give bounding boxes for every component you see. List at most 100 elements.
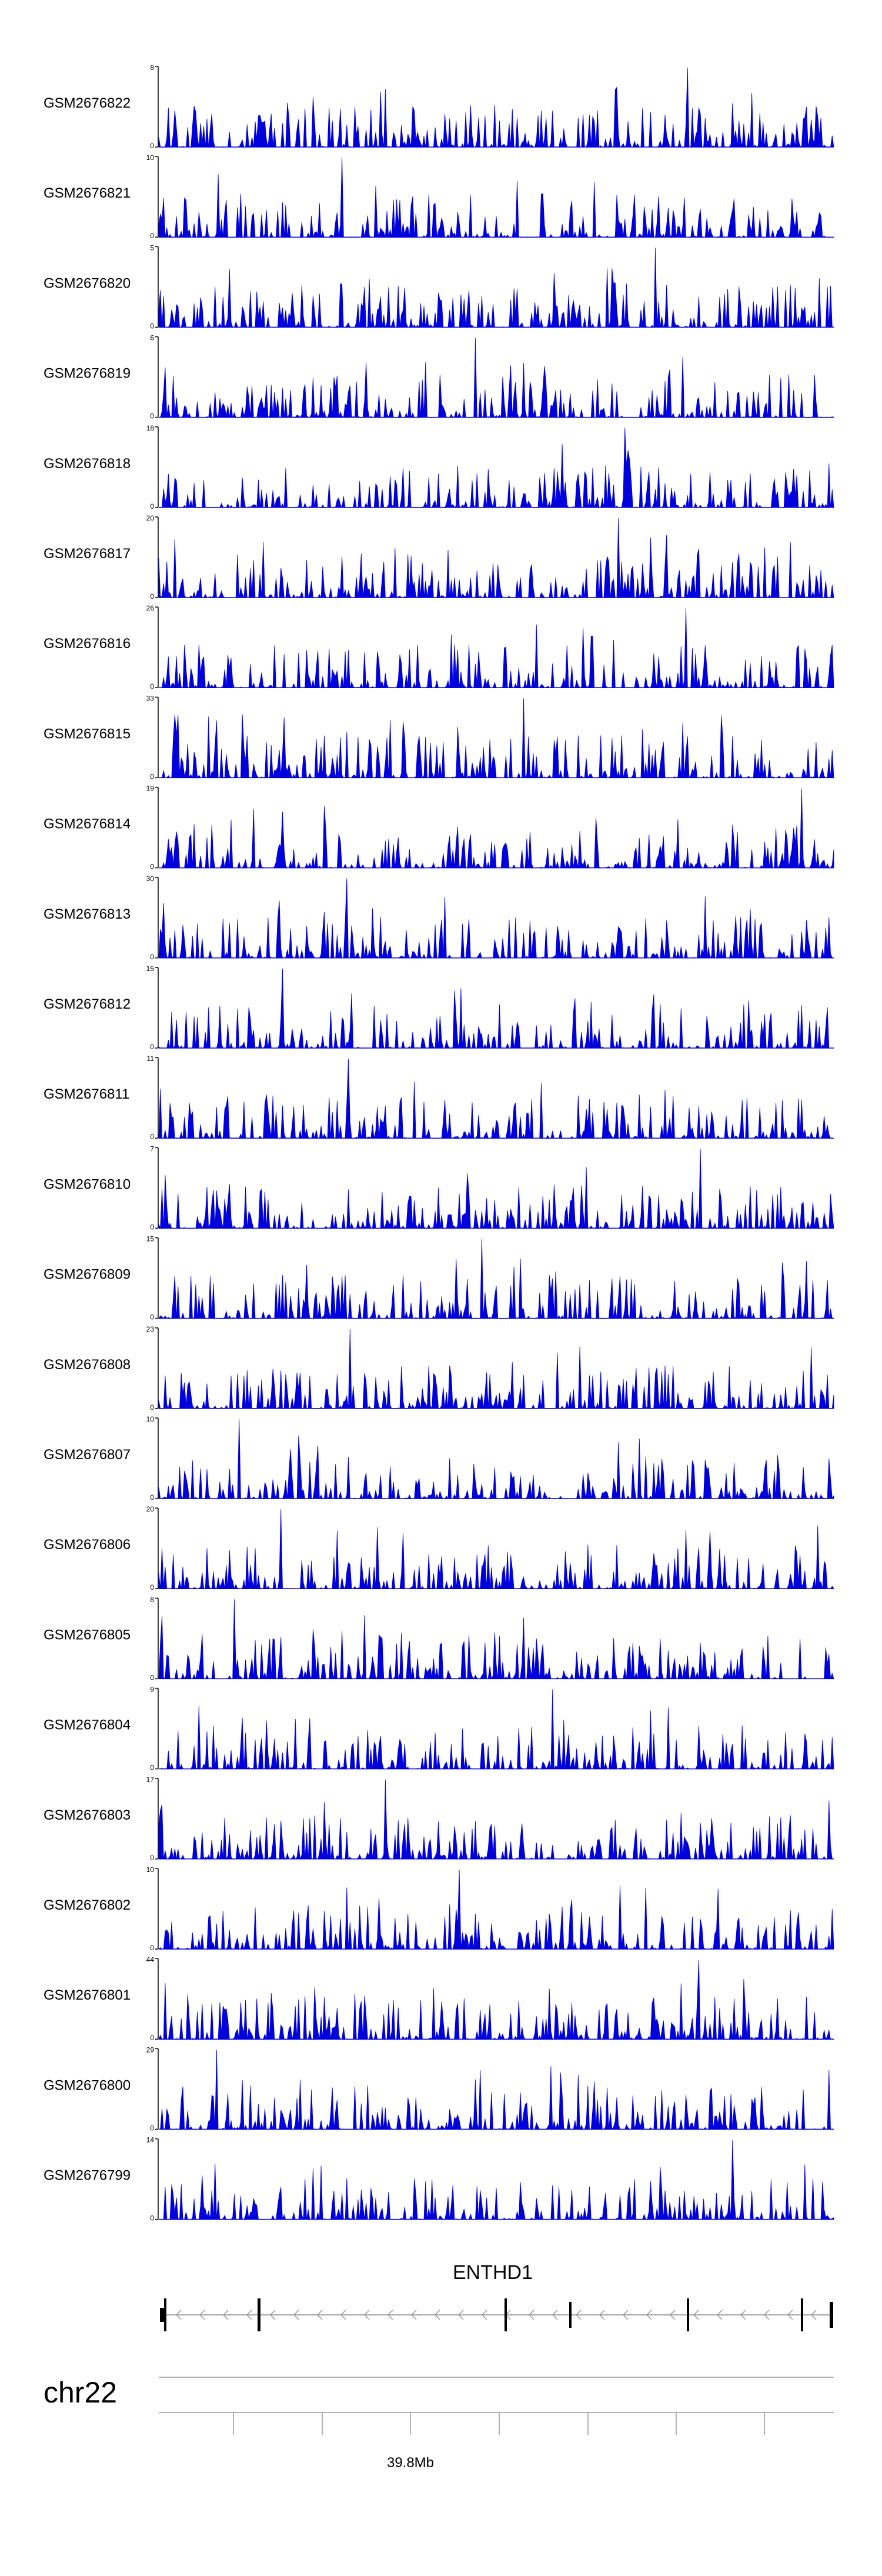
- gene-exon: [164, 2298, 166, 2331]
- y-max-label: 10: [146, 154, 155, 162]
- track-GSM2676802: GSM2676802 10 0: [44, 1866, 834, 1952]
- track-label: GSM2676815: [44, 726, 131, 742]
- coverage-area: [158, 1960, 834, 2040]
- track-label: GSM2676808: [44, 1357, 131, 1373]
- gene-exon: [258, 2298, 260, 2331]
- y-max-label: 10: [146, 1415, 155, 1423]
- axis-tick-label: 39.8Mb: [387, 2455, 434, 2471]
- coverage-area: [158, 518, 834, 599]
- tracks-layer: GSM267682280GSM2676821100GSM267682050GSM…: [44, 64, 834, 2223]
- gene-model: ENTHD1: [160, 2261, 833, 2331]
- coverage-area: [158, 1869, 834, 1950]
- track-label: GSM2676809: [44, 1267, 131, 1283]
- strand-arrow: [599, 2310, 605, 2320]
- track-GSM2676820: GSM2676820 5 0: [44, 243, 834, 330]
- y-min-label: 0: [150, 1854, 154, 1862]
- track-GSM2676819: GSM2676819 6 0: [44, 334, 834, 421]
- track-GSM2676801: GSM2676801 44 0: [44, 1956, 834, 2042]
- y-max-label: 44: [146, 1956, 155, 1964]
- y-min-label: 0: [150, 1133, 154, 1141]
- strand-arrow: [410, 2310, 417, 2320]
- strand-arrow: [222, 2310, 229, 2320]
- coverage-area: [159, 2140, 834, 2221]
- coverage-area: [158, 1599, 834, 1680]
- y-min-label: 0: [150, 322, 154, 330]
- track-label: GSM2676807: [44, 1447, 131, 1463]
- y-min-label: 0: [150, 1043, 154, 1051]
- strand-arrow: [810, 2310, 817, 2320]
- y-min-label: 0: [150, 232, 154, 240]
- coverage-area: [158, 1329, 834, 1410]
- track-GSM2676811: GSM2676811 11 0: [44, 1055, 834, 1141]
- y-min-label: 0: [150, 592, 154, 600]
- strand-arrow: [340, 2310, 346, 2320]
- y-min-label: 0: [150, 1944, 154, 1952]
- strand-arrow: [552, 2310, 558, 2320]
- strand-arrow: [175, 2310, 182, 2320]
- genome-axis: chr22 39.8Mb: [44, 2376, 834, 2471]
- y-max-label: 6: [150, 334, 154, 342]
- chromosome-label: chr22: [44, 2376, 117, 2409]
- track-label: GSM2676801: [44, 1987, 131, 2003]
- y-max-label: 15: [146, 1235, 155, 1243]
- track-label: GSM2676810: [44, 1176, 131, 1192]
- y-max-label: 10: [146, 1866, 155, 1874]
- track-GSM2676805: GSM2676805 8 0: [44, 1595, 834, 1681]
- strand-arrow: [669, 2310, 676, 2320]
- y-min-label: 0: [150, 142, 154, 150]
- y-max-label: 8: [150, 1595, 154, 1603]
- coverage-area: [158, 878, 834, 959]
- y-min-label: 0: [150, 1493, 154, 1501]
- y-min-label: 0: [150, 2124, 154, 2132]
- track-label: GSM2676819: [44, 366, 131, 382]
- coverage-area: [158, 428, 834, 509]
- y-max-label: 29: [146, 2046, 155, 2054]
- track-GSM2676804: GSM2676804 9 0: [44, 1686, 834, 1772]
- coverage-area: [158, 1149, 834, 1229]
- y-min-label: 0: [150, 502, 154, 510]
- coverage-area: [158, 67, 834, 148]
- track-label: GSM2676803: [44, 1807, 131, 1823]
- strand-arrow: [693, 2310, 699, 2320]
- strand-arrow: [363, 2310, 370, 2320]
- track-label: GSM2676822: [44, 95, 131, 111]
- track-label: GSM2676814: [44, 816, 131, 832]
- coverage-area: [159, 608, 834, 689]
- track-label: GSM2676813: [44, 906, 131, 922]
- track-label: GSM2676811: [44, 1086, 129, 1102]
- y-max-label: 15: [146, 965, 155, 973]
- coverage-area: [158, 1509, 834, 1590]
- y-min-label: 0: [150, 682, 154, 690]
- track-GSM2676806: GSM2676806 20 0: [44, 1505, 834, 1591]
- coverage-area: [158, 1779, 834, 1860]
- coverage-area: [158, 1059, 834, 1139]
- y-min-label: 0: [150, 2214, 154, 2223]
- track-GSM2676807: GSM2676807 10 0: [44, 1415, 834, 1501]
- strand-arrow: [622, 2310, 629, 2320]
- track-GSM2676815: GSM2676815 33 0: [44, 694, 834, 780]
- track-label: GSM2676800: [44, 2077, 131, 2093]
- y-max-label: 20: [146, 1505, 155, 1513]
- track-GSM2676803: GSM2676803 17 0: [44, 1776, 834, 1862]
- coverage-area: [159, 1689, 834, 1770]
- strand-arrow: [293, 2310, 299, 2320]
- track-label: GSM2676804: [44, 1717, 131, 1733]
- track-GSM2676810: GSM2676810 7 0: [44, 1144, 834, 1231]
- y-max-label: 11: [147, 1055, 155, 1063]
- track-GSM2676808: GSM2676808 23 0: [44, 1325, 834, 1412]
- y-min-label: 0: [150, 772, 154, 780]
- track-label: GSM2676820: [44, 275, 131, 291]
- strand-arrow: [481, 2310, 487, 2320]
- track-GSM2676822: GSM2676822 8 0: [44, 64, 834, 150]
- strand-arrow: [246, 2310, 252, 2320]
- track-GSM2676799: GSM2676799 14 0: [44, 2136, 834, 2223]
- track-label: GSM2676812: [44, 996, 131, 1012]
- strand-arrow: [269, 2310, 276, 2320]
- track-label: GSM2676805: [44, 1627, 131, 1643]
- strand-arrow: [716, 2310, 723, 2320]
- track-GSM2676813: GSM2676813 30 0: [44, 875, 834, 961]
- coverage-area: [158, 1239, 834, 1320]
- y-min-label: 0: [150, 1673, 154, 1681]
